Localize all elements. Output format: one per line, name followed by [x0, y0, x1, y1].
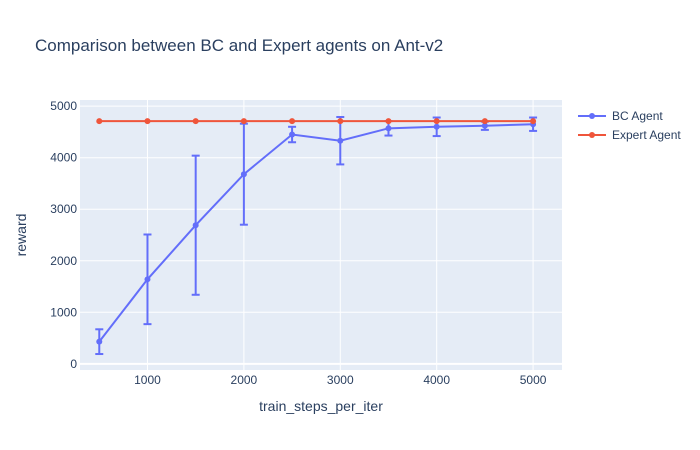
series-line: [98, 123, 534, 343]
data-point[interactable]: [481, 122, 488, 129]
legend-marker: [589, 113, 595, 119]
y-tick-label: 4000: [50, 151, 77, 165]
data-point[interactable]: [385, 125, 392, 132]
x-tick-label: 3000: [327, 373, 354, 387]
x-tick-label: 2000: [231, 373, 258, 387]
data-point[interactable]: [433, 118, 440, 125]
data-point[interactable]: [337, 118, 344, 125]
data-point[interactable]: [289, 118, 296, 125]
data-point[interactable]: [481, 118, 488, 125]
data-point[interactable]: [240, 118, 247, 125]
data-point[interactable]: [530, 118, 537, 125]
x-axis-ticks: 1000 2000 3000 4000 5000: [134, 373, 547, 387]
series-layer: [95, 116, 538, 356]
data-point[interactable]: [433, 123, 440, 130]
data-point[interactable]: [385, 118, 392, 125]
chart-title: Comparison between BC and Expert agents …: [35, 36, 443, 55]
series-expert-agent[interactable]: [96, 118, 537, 125]
data-point[interactable]: [144, 118, 151, 125]
data-point[interactable]: [240, 171, 247, 178]
y-tick-label: 0: [70, 357, 77, 371]
legend-item-expert-agent[interactable]: Expert Agent: [578, 128, 681, 142]
x-tick-label: 5000: [520, 373, 547, 387]
plot-area: [80, 100, 562, 370]
y-axis-title: reward: [13, 214, 29, 257]
data-point[interactable]: [289, 131, 296, 138]
data-point[interactable]: [96, 118, 103, 125]
y-axis-ticks: 0 1000 2000 3000 4000 5000: [50, 99, 77, 371]
legend-label: BC Agent: [612, 109, 663, 123]
y-tick-label: 2000: [50, 254, 77, 268]
data-point[interactable]: [192, 222, 199, 229]
legend-item-bc-agent[interactable]: BC Agent: [578, 109, 663, 123]
data-point[interactable]: [96, 338, 103, 345]
data-point[interactable]: [144, 276, 151, 283]
legend-label: Expert Agent: [612, 128, 681, 142]
data-point[interactable]: [192, 118, 199, 125]
x-axis-title: train_steps_per_iter: [259, 398, 383, 414]
legend-marker: [589, 132, 595, 138]
x-tick-label: 1000: [134, 373, 161, 387]
data-point[interactable]: [337, 137, 344, 144]
legend[interactable]: BC Agent Expert Agent: [578, 109, 681, 142]
y-tick-label: 3000: [50, 202, 77, 216]
y-tick-label: 5000: [50, 99, 77, 113]
y-tick-label: 1000: [50, 305, 77, 319]
x-tick-label: 4000: [423, 373, 450, 387]
